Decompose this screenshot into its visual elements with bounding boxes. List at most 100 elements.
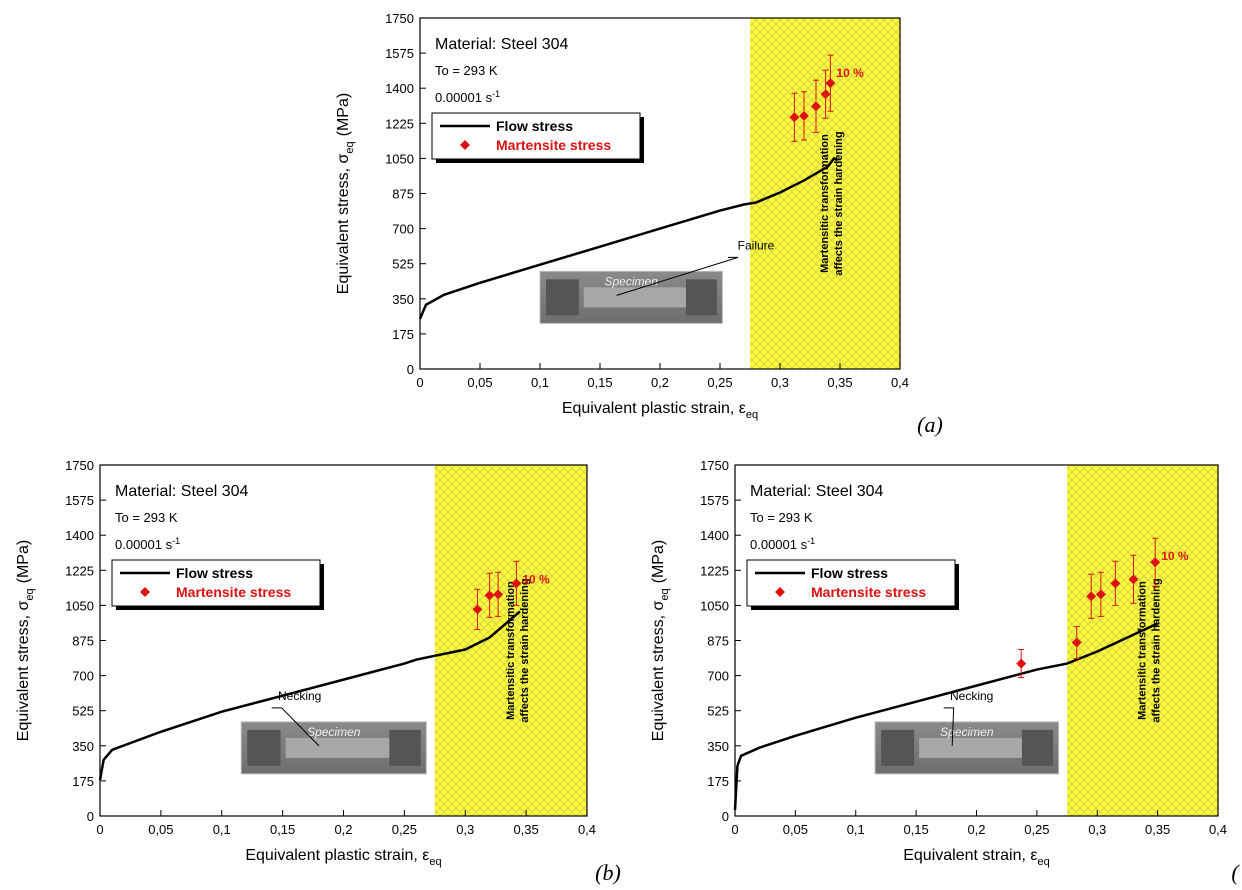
martensite-point	[484, 590, 495, 601]
material-note: Material: Steel 304	[435, 36, 569, 53]
point-label: 10 %	[522, 572, 550, 586]
x-axis-label-sub: eq	[1038, 856, 1050, 868]
region-label: Martensitic transformation	[1137, 581, 1149, 720]
y-tick-label: 700	[72, 669, 94, 684]
y-tick-label: 1575	[700, 493, 729, 508]
x-tick-label: 0,1	[531, 375, 549, 390]
y-tick-label: 1050	[385, 151, 414, 166]
region-label: affects the strain hardening	[833, 131, 845, 275]
martensite-point	[1095, 589, 1106, 600]
x-tick-label: 0,4	[891, 375, 909, 390]
legend-marker	[775, 587, 785, 597]
callout-line	[271, 707, 320, 747]
y-tick-label: 175	[72, 774, 94, 789]
y-axis-label: Equivalent stress, σeq (MPa)	[335, 93, 356, 294]
y-tick-label: 1225	[65, 563, 94, 578]
y-tick-label: 1225	[385, 116, 414, 131]
x-tick-label: 0,25	[392, 822, 417, 837]
rate-exponent: -1	[172, 536, 180, 546]
martensite-point	[789, 112, 800, 123]
point-label: 10 %	[836, 66, 864, 80]
x-tick-label: 0,3	[771, 375, 789, 390]
y-tick-label: 175	[392, 327, 414, 342]
x-tick-label: 0,4	[1209, 822, 1227, 837]
martensite-point	[825, 78, 836, 89]
callout-label: Failure	[738, 238, 775, 252]
legend-label: Flow stress	[496, 118, 573, 134]
x-axis-label-sub: eq	[429, 856, 441, 868]
y-tick-label: 1400	[65, 528, 94, 543]
martensite-point	[1110, 578, 1121, 589]
x-tick-label: 0,4	[578, 822, 596, 837]
panel-label: (	[1231, 860, 1240, 885]
y-tick-label: 1575	[65, 493, 94, 508]
specimen-grip	[389, 729, 421, 766]
x-tick-label: 0	[416, 375, 423, 390]
x-tick-label: 0,2	[334, 822, 352, 837]
x-tick-label: 0,1	[213, 822, 231, 837]
legend-box	[111, 559, 321, 607]
y-tick-label: 1050	[700, 598, 729, 613]
point-label: 10 %	[1161, 549, 1189, 563]
y-tick-label: 1225	[700, 563, 729, 578]
x-tick-label: 0,35	[513, 822, 538, 837]
x-tick-label: 0,35	[1145, 822, 1170, 837]
x-axis-label-text: Equivalent plastic strain, ε	[562, 400, 746, 417]
material-note: Material: Steel 304	[115, 483, 249, 500]
legend-label: Flow stress	[176, 565, 253, 581]
rate-note: 0.00001 s-1	[115, 536, 180, 552]
x-tick-label: 0,2	[651, 375, 669, 390]
panel-label: (a)	[917, 412, 943, 437]
x-tick-label: 0,05	[783, 822, 808, 837]
rate-exponent: -1	[807, 536, 815, 546]
x-tick-label: 0,15	[270, 822, 295, 837]
rate-text: 0.00001 s	[115, 537, 173, 552]
y-tick-label: 525	[707, 704, 729, 719]
x-axis-label: Equivalent plastic strain, εeq	[245, 847, 441, 868]
callout-label: Necking	[278, 689, 321, 703]
x-tick-label: 0,05	[467, 375, 492, 390]
x-tick-label: 0,3	[456, 822, 474, 837]
x-axis-label: Equivalent strain, εeq	[903, 847, 1050, 868]
temperature-note: To = 293 K	[750, 510, 813, 525]
legend-box	[746, 559, 956, 607]
y-tick-label: 0	[87, 809, 94, 824]
martensite-point	[472, 604, 483, 615]
x-axis-label-text: Equivalent strain, ε	[903, 847, 1037, 864]
legend-label: Martensite stress	[811, 584, 926, 600]
region-label: affects the strain hardening	[519, 578, 531, 722]
y-tick-label: 1050	[65, 598, 94, 613]
y-tick-label: 700	[392, 222, 414, 237]
y-tick-label: 350	[72, 739, 94, 754]
martensite-point	[799, 110, 809, 121]
martensite-point	[811, 101, 821, 112]
callout-line	[616, 256, 739, 296]
x-tick-label: 0,15	[587, 375, 612, 390]
rate-note: 0.00001 s-1	[435, 89, 500, 105]
y-tick-label: 525	[72, 704, 94, 719]
y-tick-label: 0	[407, 362, 414, 377]
y-tick-label: 1400	[385, 81, 414, 96]
y-tick-label: 1750	[385, 11, 414, 26]
legend-label: Flow stress	[811, 565, 888, 581]
y-axis-label-unit: (MPa)	[335, 93, 352, 137]
panel-label: (b)	[595, 860, 621, 885]
x-tick-label: 0,05	[148, 822, 173, 837]
y-tick-label: 525	[392, 257, 414, 272]
rate-text: 0.00001 s	[435, 90, 493, 105]
specimen-gauge	[583, 287, 686, 308]
y-tick-label: 875	[707, 634, 729, 649]
y-axis-label: Equivalent stress, σeq (MPa)	[650, 540, 671, 741]
y-tick-label: 1400	[700, 528, 729, 543]
temperature-note: To = 293 K	[435, 63, 498, 78]
flow-line	[98, 610, 521, 781]
specimen-grip	[685, 279, 717, 316]
y-tick-label: 0	[722, 809, 729, 824]
legend-label: Martensite stress	[176, 584, 291, 600]
y-tick-label: 1750	[700, 458, 729, 473]
specimen-grip	[247, 729, 281, 766]
legend-marker	[140, 587, 150, 597]
y-tick-label: 1575	[385, 46, 414, 61]
x-tick-label: 0,15	[903, 822, 928, 837]
